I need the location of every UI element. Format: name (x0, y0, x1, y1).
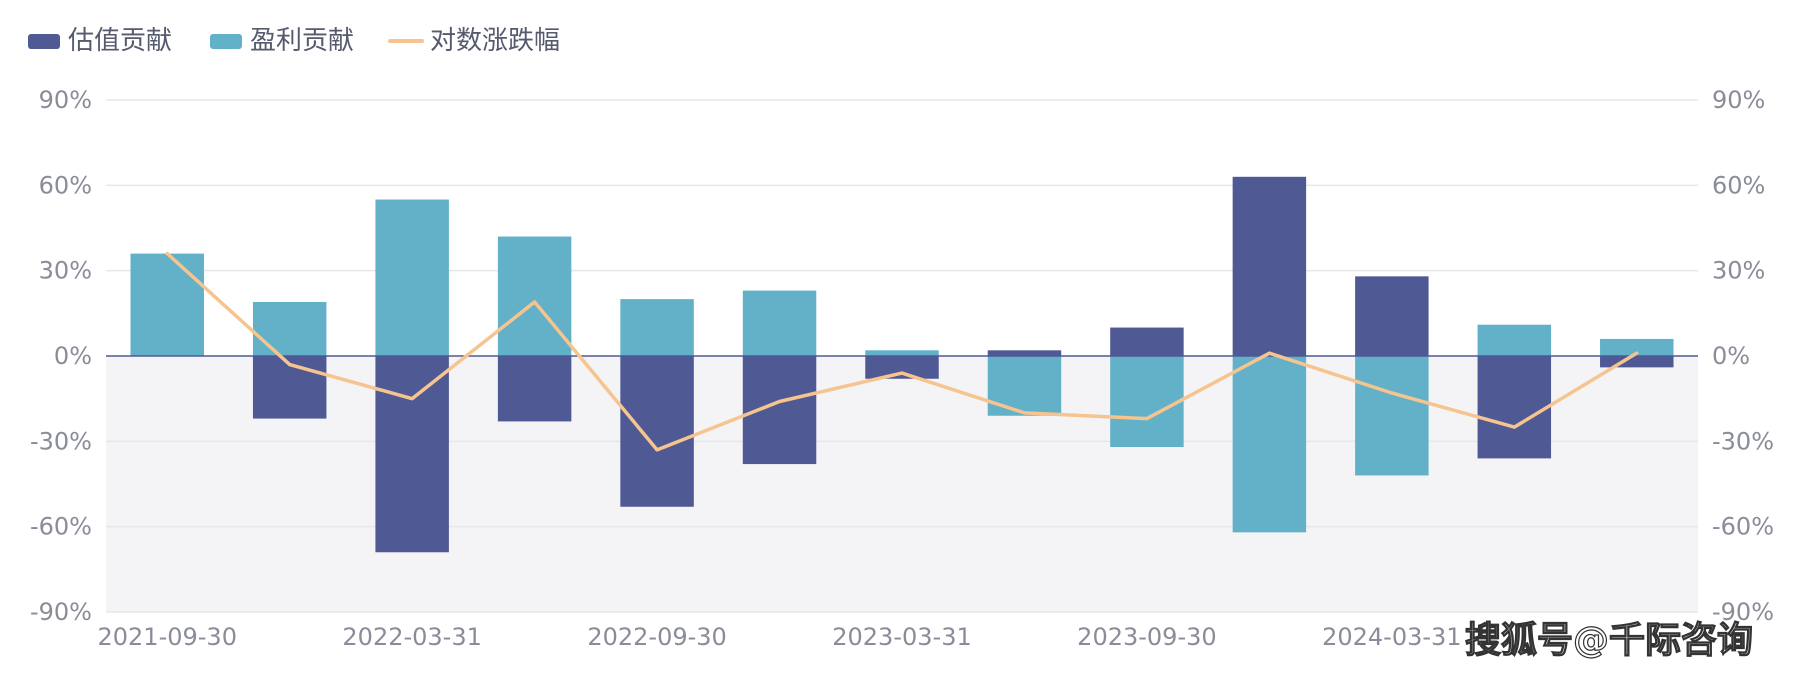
bar-earnings[interactable] (375, 199, 449, 356)
bar-valuation[interactable] (1232, 176, 1307, 356)
y-tick-label-right: 0% (1712, 342, 1750, 370)
y-tick-label-left: 0% (54, 342, 92, 370)
x-tick-label: 2023-09-30 (1077, 623, 1216, 651)
bar-valuation[interactable] (252, 356, 327, 419)
y-tick-label-right: -30% (1712, 427, 1774, 455)
y-tick-label-right: 90% (1712, 86, 1765, 114)
x-tick-label: 2022-09-30 (587, 623, 726, 651)
bar-valuation[interactable] (987, 350, 1062, 356)
legend-item-log-change[interactable]: 对数涨跌幅 (388, 26, 560, 56)
x-tick-label: 2023-03-31 (832, 623, 971, 651)
y-axis-right: -90% -60% -30% 0% 30% 60% 90% (1712, 86, 1774, 626)
x-tick-label: 2024-03-31 (1322, 623, 1461, 651)
negative-band (106, 356, 1698, 612)
bar-earnings[interactable] (1110, 356, 1184, 448)
legend-label-valuation: 估值贡献 (68, 26, 172, 56)
bar-earnings[interactable] (130, 253, 204, 356)
bar-earnings[interactable] (1232, 356, 1307, 533)
bar-earnings[interactable] (1355, 356, 1429, 476)
x-tick-label: 2021-09-30 (97, 623, 236, 651)
x-tick-label: 2022-03-31 (342, 623, 481, 651)
watermark-text: 搜狐号@千际咨询 (1465, 620, 1753, 661)
bar-valuation[interactable] (1110, 327, 1184, 356)
legend-label-earnings: 盈利贡献 (250, 26, 354, 56)
bar-earnings[interactable] (252, 301, 327, 356)
bar-valuation[interactable] (497, 356, 572, 422)
y-tick-label-left: 60% (39, 171, 92, 199)
bar-earnings[interactable] (620, 299, 694, 356)
x-axis: 2021-09-30 2022-03-31 2022-09-30 2023-03-31… (97, 623, 1461, 651)
legend-label-log-change: 对数涨跌幅 (430, 26, 560, 56)
bar-earnings[interactable] (497, 236, 572, 356)
y-tick-label-left: -60% (30, 513, 92, 541)
y-tick-label-left: 90% (39, 86, 92, 114)
y-tick-label-right: -60% (1712, 513, 1774, 541)
legend[interactable]: 估值贡献 盈利贡献 对数涨跌幅 (28, 26, 560, 56)
bar-valuation[interactable] (1355, 276, 1429, 356)
legend-item-valuation[interactable]: 估值贡献 (28, 26, 172, 56)
y-tick-label-right: 30% (1712, 257, 1765, 285)
y-tick-label-left: 30% (39, 257, 92, 285)
y-axis-left: -90% -60% -30% 0% 30% 60% 90% (30, 86, 92, 626)
legend-swatch-valuation (28, 34, 60, 49)
y-tick-label-left: -90% (30, 598, 92, 626)
legend-item-earnings[interactable]: 盈利贡献 (210, 26, 354, 56)
bar-valuation[interactable] (375, 356, 449, 553)
gridlines (106, 99, 1698, 613)
bar-valuation[interactable] (1477, 356, 1552, 459)
bar-earnings[interactable] (1477, 324, 1552, 356)
series-line-log-change (165, 251, 1639, 452)
bar-earnings[interactable] (865, 350, 939, 356)
bar-earnings[interactable] (1600, 338, 1674, 356)
bar-valuation[interactable] (620, 356, 694, 507)
bar-valuation[interactable] (865, 356, 939, 379)
y-tick-label-right: -90% (1712, 598, 1774, 626)
bars (130, 176, 1674, 553)
legend-swatch-earnings (210, 34, 242, 49)
y-tick-label-left: -30% (30, 427, 92, 455)
bar-earnings[interactable] (742, 290, 817, 356)
bar-valuation[interactable] (1600, 356, 1674, 368)
y-tick-label-right: 60% (1712, 171, 1765, 199)
bar-earnings[interactable] (987, 356, 1062, 416)
